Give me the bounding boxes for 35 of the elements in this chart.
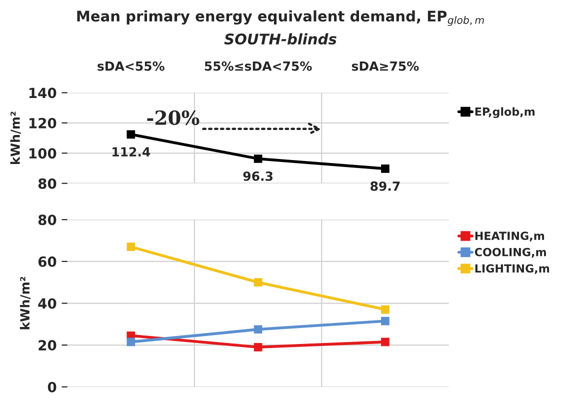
- x-tick-label: sDA≥75%: [352, 61, 419, 71]
- y-tick-label: 60: [38, 256, 56, 267]
- chart-title: Mean primary energy equivalent demand, EP$_{glob,m}$: [77, 10, 484, 26]
- x-tick-label: sDA<55%: [98, 61, 164, 71]
- y-axis-title: kWh/m²: [10, 112, 21, 164]
- y-tick-label: 120: [29, 118, 56, 128]
- data-label: 112.4: [112, 147, 150, 156]
- data-label: 96.3: [243, 171, 272, 181]
- point: [126, 338, 136, 346]
- data-label: 89.7: [370, 181, 400, 191]
- y-tick-label: 20: [38, 340, 56, 351]
- x-tick-label: 55%≤sDA<75%: [204, 61, 312, 71]
- point: [254, 154, 262, 163]
- point: [381, 164, 390, 173]
- y-tick-label: 0: [48, 382, 56, 392]
- y-tick-label: 140: [29, 88, 56, 98]
- chart-subtitle: SOUTH-blinds: [224, 33, 336, 45]
- point: [126, 242, 136, 251]
- y-tick-label: 80: [38, 178, 56, 189]
- legend-label: EP,glob,m: [475, 107, 535, 118]
- legend-label: HEATING,m: [475, 232, 544, 242]
- annotation: -20%: [147, 110, 200, 126]
- legend-label: LIGHTING,m: [475, 264, 550, 274]
- legend-label: COOLING,m: [474, 248, 546, 258]
- point: [381, 305, 390, 314]
- point: [254, 342, 262, 352]
- point: [381, 338, 390, 346]
- point: [254, 325, 262, 334]
- point: [254, 278, 262, 287]
- point: [381, 316, 390, 326]
- y-tick-label: 100: [29, 148, 56, 159]
- y-tick-label: 80: [38, 214, 56, 226]
- y-tick-label: 40: [38, 298, 56, 309]
- y-axis-title: kWh/m²: [20, 276, 31, 330]
- point: [126, 130, 136, 139]
